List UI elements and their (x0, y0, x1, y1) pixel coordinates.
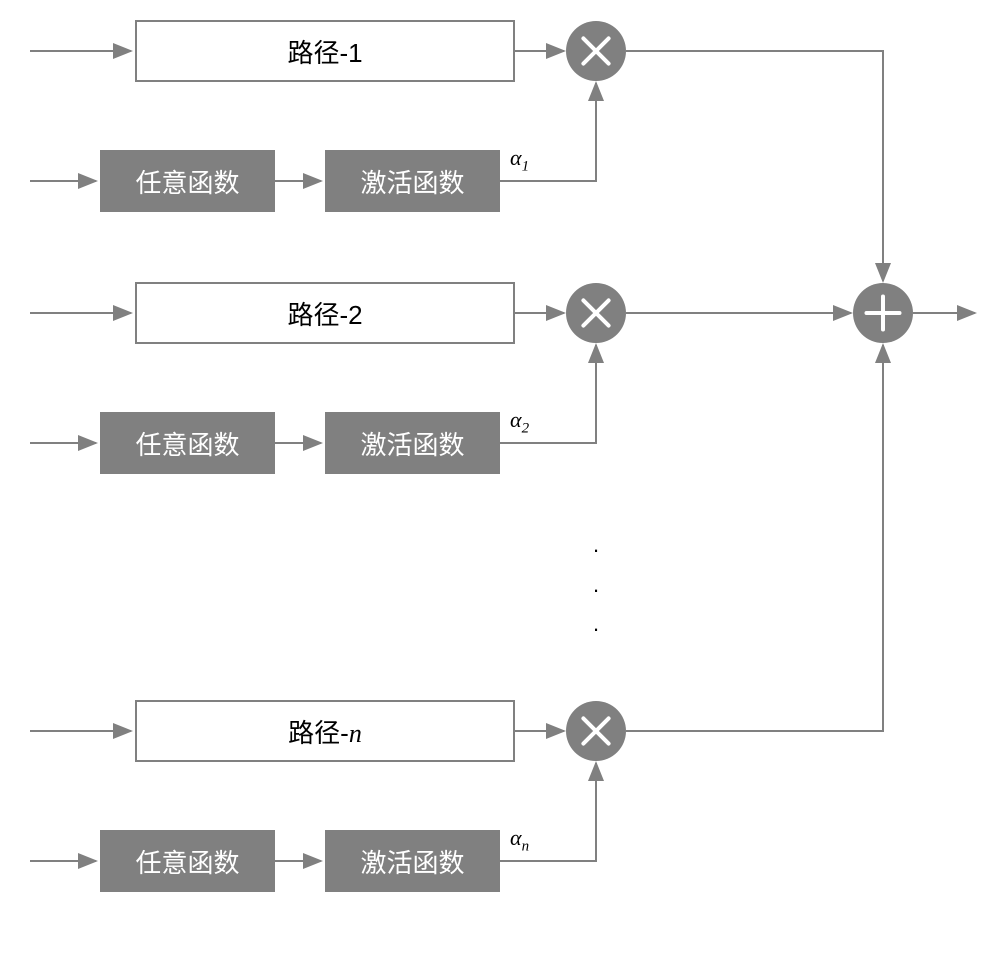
activation-fn-label: 激活函数 (360, 843, 464, 880)
path-box-1: 路径-1 (135, 20, 515, 82)
activation-fn-label: 激活函数 (360, 425, 464, 462)
multiply-node-2 (566, 283, 626, 343)
activation-fn-box-2: 激活函数 (325, 412, 500, 474)
arbitrary-fn-label: 任意函数 (135, 163, 239, 200)
path-label: 路径-1 (287, 33, 362, 70)
arbitrary-fn-box-1: 任意函数 (100, 150, 275, 212)
multiply-node-1 (566, 21, 626, 81)
multiply-node-3 (566, 701, 626, 761)
path-label: 路径-n (288, 713, 362, 750)
activation-fn-box-1: 激活函数 (325, 150, 500, 212)
path-box-2: 路径-2 (135, 282, 515, 344)
arbitrary-fn-label: 任意函数 (135, 425, 239, 462)
path-label: 路径-2 (287, 295, 362, 332)
alpha-label-1: α1 (510, 145, 529, 175)
ellipsis-dots: ··· (586, 530, 606, 649)
alpha-label-2: α2 (510, 407, 529, 437)
sum-node (853, 283, 913, 343)
activation-fn-label: 激活函数 (360, 163, 464, 200)
arbitrary-fn-box-2: 任意函数 (100, 412, 275, 474)
arbitrary-fn-box-3: 任意函数 (100, 830, 275, 892)
arbitrary-fn-label: 任意函数 (135, 843, 239, 880)
arrow-layer (0, 0, 1000, 955)
activation-fn-box-3: 激活函数 (325, 830, 500, 892)
alpha-label-3: αn (510, 825, 529, 855)
diagram-canvas: 路径-1任意函数激活函数α1路径-2任意函数激活函数α2路径-n任意函数激活函数… (0, 0, 1000, 955)
path-box-3: 路径-n (135, 700, 515, 762)
arrow-mult-sum-1 (626, 51, 883, 281)
arrow-mult-sum-3 (626, 345, 883, 731)
